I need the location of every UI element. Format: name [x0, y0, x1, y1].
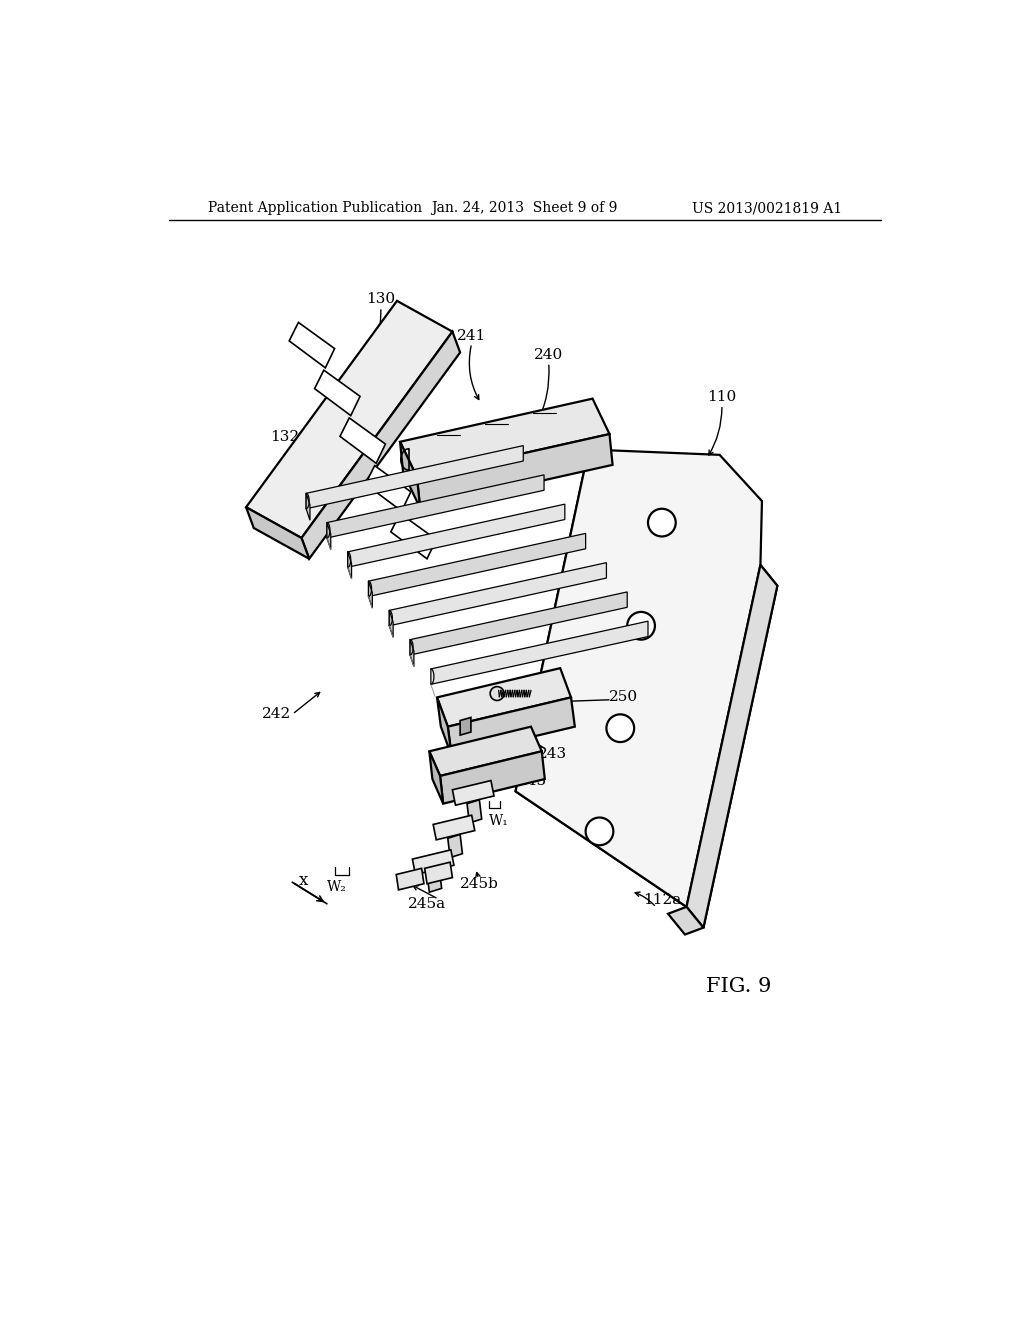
- Polygon shape: [429, 726, 542, 776]
- Text: 132: 132: [270, 430, 299, 444]
- Polygon shape: [433, 816, 475, 840]
- Polygon shape: [515, 449, 762, 907]
- Polygon shape: [410, 640, 414, 667]
- Polygon shape: [340, 418, 385, 463]
- Polygon shape: [668, 907, 703, 935]
- Polygon shape: [366, 466, 411, 511]
- Polygon shape: [400, 442, 420, 508]
- Polygon shape: [327, 523, 331, 549]
- Polygon shape: [460, 718, 471, 735]
- Polygon shape: [396, 869, 424, 890]
- Polygon shape: [437, 668, 571, 726]
- Text: FIG. 9: FIG. 9: [707, 977, 771, 995]
- Polygon shape: [427, 869, 441, 892]
- Polygon shape: [389, 562, 606, 626]
- Polygon shape: [246, 507, 309, 558]
- Text: 110: 110: [708, 391, 736, 404]
- Polygon shape: [425, 862, 453, 884]
- Polygon shape: [440, 751, 545, 804]
- Polygon shape: [369, 533, 586, 597]
- Polygon shape: [410, 591, 628, 655]
- Polygon shape: [453, 780, 494, 805]
- Circle shape: [648, 508, 676, 536]
- Text: 245a: 245a: [408, 896, 446, 911]
- Polygon shape: [417, 434, 612, 508]
- Polygon shape: [686, 565, 777, 928]
- Text: 245: 245: [518, 774, 547, 788]
- Polygon shape: [327, 475, 544, 539]
- Polygon shape: [306, 446, 523, 508]
- Circle shape: [586, 817, 613, 845]
- Circle shape: [490, 686, 504, 701]
- Polygon shape: [413, 850, 454, 874]
- Circle shape: [606, 714, 634, 742]
- Polygon shape: [400, 399, 609, 478]
- Polygon shape: [246, 301, 453, 539]
- Polygon shape: [314, 370, 360, 416]
- Text: Jan. 24, 2013  Sheet 9 of 9: Jan. 24, 2013 Sheet 9 of 9: [431, 202, 618, 215]
- Text: x: x: [299, 873, 308, 890]
- Polygon shape: [389, 610, 393, 638]
- Polygon shape: [431, 622, 648, 684]
- Polygon shape: [515, 449, 761, 907]
- Text: 250: 250: [609, 690, 638, 705]
- Polygon shape: [289, 322, 335, 368]
- Text: W₁: W₁: [488, 813, 509, 828]
- Polygon shape: [348, 504, 565, 568]
- Polygon shape: [369, 581, 373, 609]
- Polygon shape: [348, 552, 351, 578]
- Polygon shape: [429, 751, 443, 804]
- Text: 243: 243: [538, 747, 567, 760]
- Text: 242: 242: [262, 708, 292, 721]
- Text: 130: 130: [367, 292, 395, 306]
- Text: 241: 241: [457, 329, 486, 342]
- Polygon shape: [437, 697, 452, 756]
- Text: 245b: 245b: [460, 876, 499, 891]
- Polygon shape: [467, 800, 481, 822]
- Text: 112a: 112a: [643, 892, 681, 907]
- Text: Patent Application Publication: Patent Application Publication: [208, 202, 422, 215]
- Polygon shape: [301, 331, 460, 558]
- Polygon shape: [686, 565, 777, 928]
- Text: W₂: W₂: [327, 880, 347, 894]
- Polygon shape: [391, 513, 436, 558]
- Text: 240: 240: [535, 347, 563, 362]
- Text: US 2013/0021819 A1: US 2013/0021819 A1: [692, 202, 842, 215]
- Polygon shape: [447, 697, 574, 756]
- Circle shape: [628, 612, 655, 640]
- Polygon shape: [447, 834, 463, 858]
- Polygon shape: [306, 494, 310, 520]
